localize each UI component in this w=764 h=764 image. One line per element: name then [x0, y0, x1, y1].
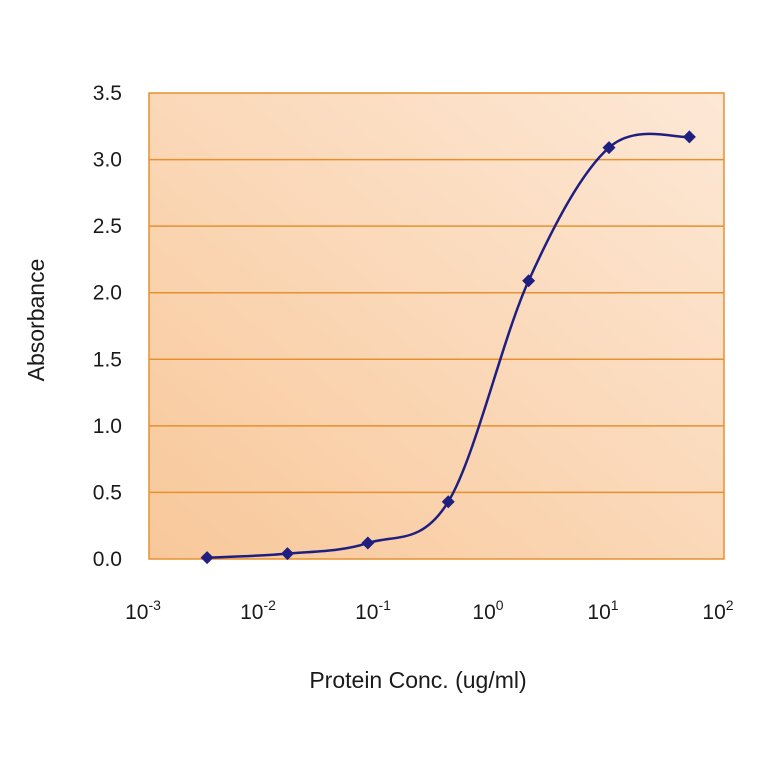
data-point-marker	[280, 547, 294, 561]
y-tick-label: 3.0	[93, 149, 122, 172]
x-tick-label: 10-3	[125, 597, 161, 624]
data-point-marker	[602, 141, 616, 155]
y-tick-label: 2.5	[93, 215, 122, 238]
x-tick-label: 102	[702, 597, 733, 624]
data-point-marker	[361, 536, 375, 550]
x-axis-ticks: 10-3 10-2 10-1 100 101 102	[125, 597, 734, 624]
y-axis-ticks: 0.0 0.5 1.0 1.5 2.0 2.5 3.0 3.5	[93, 82, 122, 571]
data-point-marker	[682, 130, 696, 144]
series-markers	[200, 130, 696, 565]
y-tick-label: 2.0	[93, 282, 122, 305]
y-tick-label: 1.5	[93, 348, 122, 371]
x-tick-label: 10-2	[240, 597, 276, 624]
data-point-marker	[441, 495, 455, 509]
y-tick-label: 3.5	[93, 82, 122, 105]
y-tick-label: 1.0	[93, 415, 122, 438]
y-axis-title: Absorbance	[23, 259, 49, 382]
x-tick-label: 10-1	[355, 597, 391, 624]
gridlines	[149, 158, 724, 494]
data-point-marker	[200, 551, 214, 565]
y-tick-label: 0.5	[93, 481, 122, 504]
data-point-marker	[522, 274, 536, 288]
x-tick-label: 100	[472, 597, 503, 624]
plot-area	[149, 93, 724, 559]
x-tick-label: 101	[587, 597, 618, 624]
plot-frame	[148, 92, 725, 560]
x-axis-title: Protein Conc. (ug/ml)	[309, 667, 526, 693]
y-tick-label: 0.0	[93, 548, 122, 571]
